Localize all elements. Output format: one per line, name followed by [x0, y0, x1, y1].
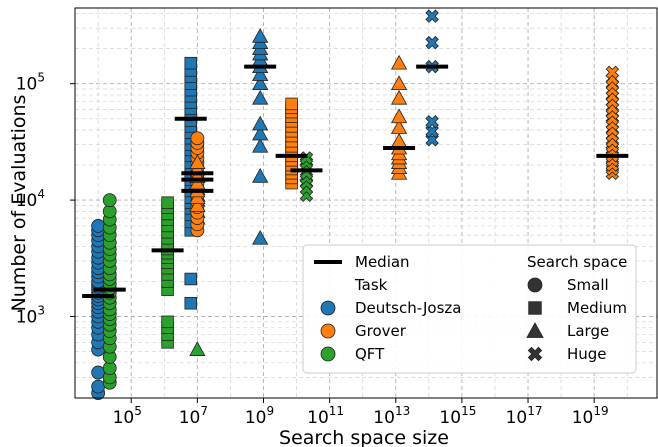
plot-frame [74, 7, 658, 399]
data-point [252, 115, 269, 131]
legend-task-label: Deutsch-Josza [355, 299, 461, 317]
data-point [184, 56, 197, 70]
data-point [189, 341, 206, 356]
legend-task-title: Task [354, 276, 388, 294]
x-tick-label: 1013 [373, 404, 410, 428]
legend-task-label: QFT [355, 345, 385, 363]
data-point [390, 132, 408, 148]
y-tick-label: 105 [16, 71, 45, 95]
y-tick-label: 104 [16, 187, 45, 211]
data-point [285, 97, 298, 111]
median-markers [82, 64, 629, 299]
legend-size-swatch [528, 301, 542, 315]
data-point [102, 193, 117, 207]
legend-task-swatch [320, 300, 336, 316]
legend-size-label: Large [567, 322, 609, 340]
x-axis-label: Search space size [279, 427, 449, 447]
data-point [91, 365, 106, 380]
data-point [161, 196, 174, 209]
data-point [91, 219, 106, 233]
data-point [252, 229, 269, 245]
data-point [189, 197, 206, 212]
data-point [190, 131, 205, 146]
data-point [252, 137, 269, 153]
data-point [252, 125, 269, 141]
data-point [390, 119, 408, 134]
data-point [161, 315, 174, 329]
data-point [390, 108, 408, 124]
data-point [390, 89, 408, 105]
legend-size-swatch [527, 277, 543, 293]
legend: Median Task Deutsch-Josza Grover QFT Search s… [302, 244, 637, 374]
data-point [605, 65, 620, 80]
legend-task-swatch [320, 346, 336, 362]
x-tick-label: 1011 [307, 404, 344, 428]
data-point [252, 66, 269, 81]
y-axis-label: Number of Evaluations [8, 95, 30, 312]
data-point [425, 9, 439, 23]
legend-search-title: Search space [527, 253, 627, 271]
legend-task-label: Grover [355, 322, 407, 340]
y-tick-label: 103 [16, 304, 45, 328]
data-point [425, 115, 439, 129]
legend-size-label: Huge [567, 345, 607, 363]
data-point [390, 75, 408, 91]
legend-task-swatch [320, 323, 336, 339]
data-point [189, 154, 206, 169]
axis-ticks: 105 107 109 1011 1013 1015 1017 1019 103 104 105 [16, 71, 609, 428]
x-tick-label: 107 [179, 404, 208, 428]
legend-size-swatch [526, 322, 544, 338]
data-point [252, 168, 269, 183]
x-tick-label: 109 [245, 404, 274, 428]
data-point [91, 379, 106, 394]
legend-size-label: Small [567, 276, 609, 294]
legend-box [302, 244, 637, 374]
data-point [252, 89, 269, 105]
legend-size-swatch [527, 346, 543, 362]
legend-median-label: Median [355, 253, 410, 271]
legend-size-label: Medium [567, 299, 627, 317]
data-point [184, 272, 197, 286]
data-point [252, 28, 269, 43]
data-point [390, 54, 408, 70]
x-tick-label: 1017 [506, 404, 543, 428]
data-point [184, 296, 197, 310]
data-point [252, 75, 269, 91]
x-tick-label: 1015 [439, 404, 476, 428]
x-tick-label: 1019 [572, 404, 609, 428]
x-tick-label: 105 [113, 404, 142, 428]
data-point [425, 35, 439, 50]
